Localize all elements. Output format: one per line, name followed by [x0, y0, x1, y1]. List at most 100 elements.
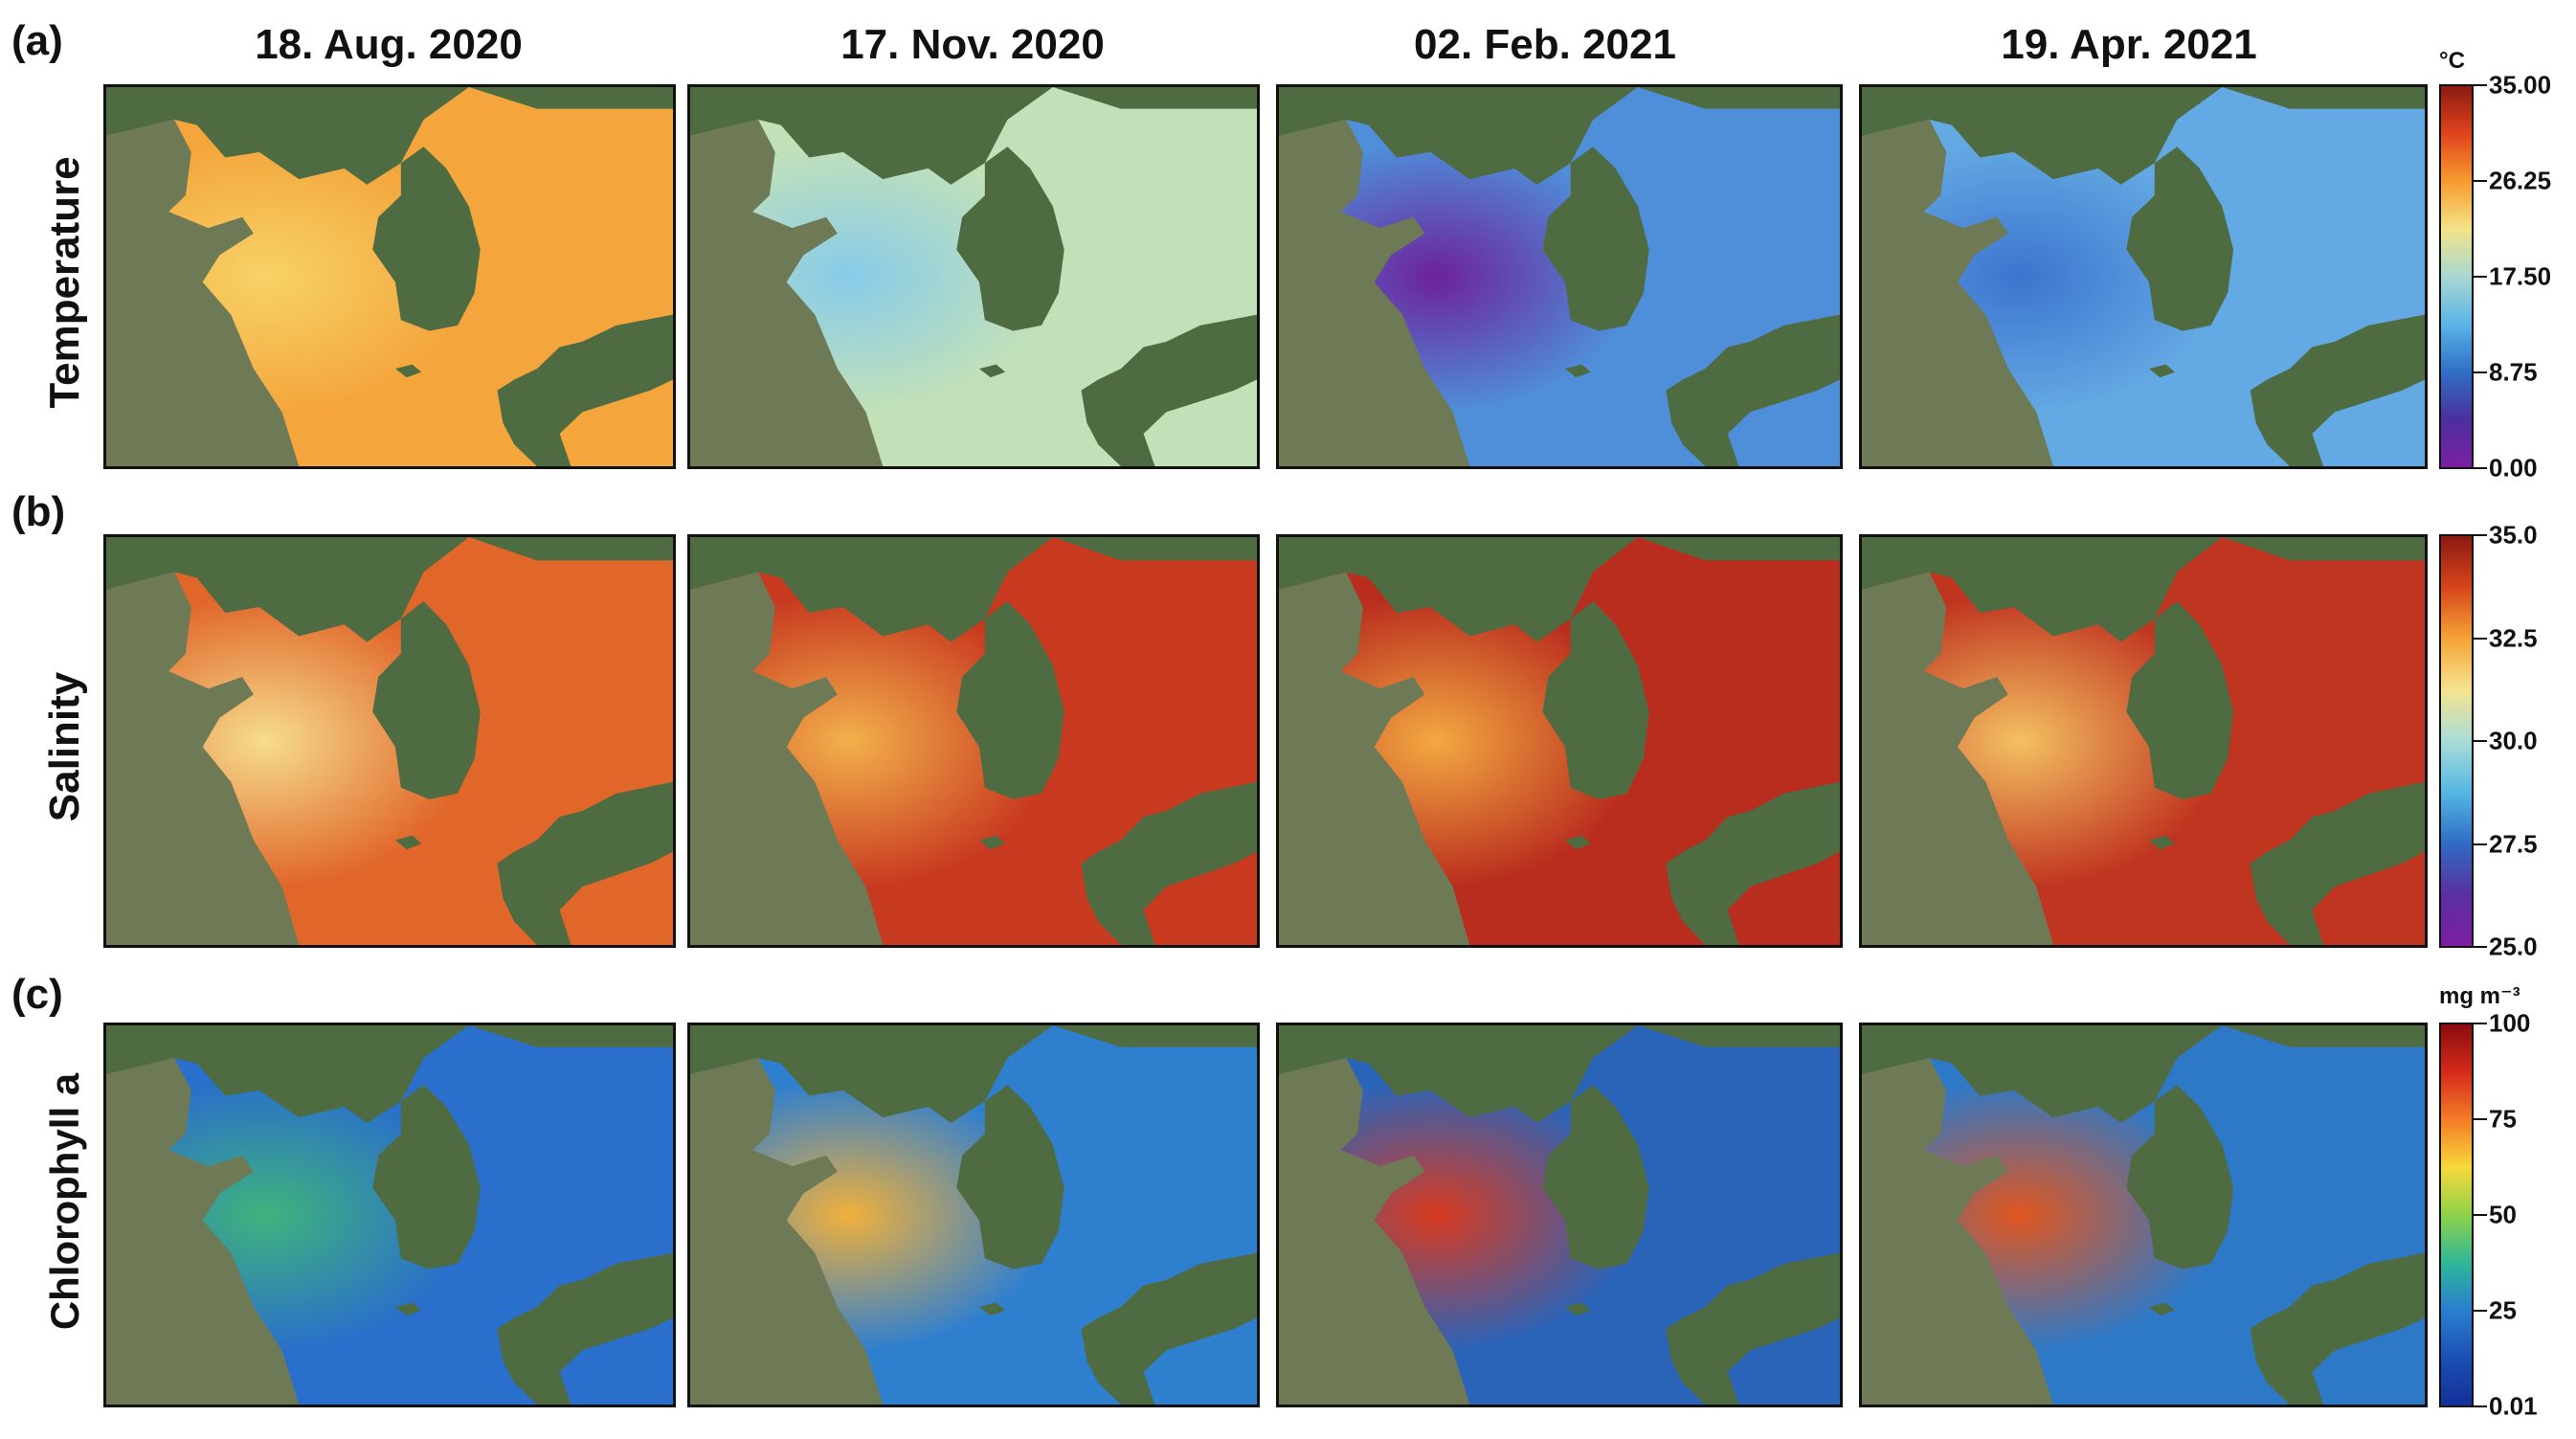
- landmass: [978, 1302, 1006, 1316]
- colorbar-tick: [2474, 740, 2487, 742]
- landmass: [690, 87, 1257, 185]
- landmass: [956, 600, 1064, 799]
- colorbar-tick: [2474, 843, 2487, 845]
- colorbar-tick: [2474, 1405, 2487, 1407]
- landmass: [497, 781, 673, 945]
- colorbar-tick-label: 35.00: [2489, 70, 2552, 100]
- landmass: [372, 146, 481, 331]
- landmass: [2126, 146, 2234, 331]
- landmass: [2126, 600, 2234, 799]
- colorbar-tick: [2474, 1214, 2487, 1216]
- landmass: [106, 87, 673, 185]
- landmass: [1564, 1302, 1591, 1316]
- landmass: [1081, 1252, 1257, 1405]
- unit-temperature: °C: [2439, 48, 2465, 74]
- landmass: [372, 1085, 481, 1270]
- colorbar-tick-label: 35.0: [2489, 520, 2538, 550]
- landmass: [1862, 1025, 2425, 1123]
- landmass: [1862, 119, 2053, 466]
- landmass: [1279, 1057, 1470, 1405]
- colorbar-tick-label: 25.0: [2489, 932, 2538, 961]
- landmass: [2250, 1252, 2425, 1405]
- row-label-temperature: Temperature: [41, 156, 88, 409]
- colorbar-salinity: [2439, 534, 2474, 948]
- map-salinity-2: [687, 534, 1260, 948]
- landmass: [1081, 314, 1257, 466]
- colorbar-tick-label: 75: [2489, 1104, 2517, 1134]
- landmass: [956, 146, 1064, 331]
- landmass: [1666, 781, 1840, 945]
- landmass: [1564, 835, 1591, 850]
- row-label-chlorophyll: Chlorophyll a: [42, 1072, 87, 1331]
- landmass: [1081, 781, 1257, 945]
- landmass: [1862, 572, 2053, 945]
- colorbar-tick: [2474, 180, 2487, 182]
- landmass: [106, 119, 300, 466]
- colorbar-tick-label: 17.50: [2489, 261, 2552, 291]
- landmass: [1542, 1085, 1649, 1270]
- landmass: [978, 835, 1006, 850]
- map-chlorophyll-4: [1859, 1023, 2428, 1407]
- landmass: [1279, 119, 1470, 466]
- map-chlorophyll-1: [103, 1023, 676, 1407]
- landmass: [2148, 1302, 2175, 1316]
- landmass: [106, 1025, 673, 1123]
- unit-chlorophyll: mg m⁻³: [2439, 983, 2520, 1009]
- landmass: [2126, 1085, 2234, 1270]
- landmass: [1666, 1252, 1840, 1405]
- map-salinity-3: [1276, 534, 1843, 948]
- landmass: [394, 364, 422, 378]
- colorbar-tick: [2474, 637, 2487, 640]
- landmass: [1862, 537, 2425, 642]
- colorbar-tick-label: 25: [2489, 1295, 2517, 1325]
- map-salinity-4: [1859, 534, 2428, 948]
- colorbar-tick: [2474, 946, 2487, 948]
- landmass: [2148, 835, 2175, 850]
- colorbar-tick-label: 26.25: [2489, 166, 2552, 195]
- landmass: [1542, 146, 1649, 331]
- colorbar-tick: [2474, 467, 2487, 469]
- landmass: [690, 537, 1257, 642]
- landmass: [394, 1302, 422, 1316]
- landmass: [497, 314, 673, 466]
- colorbar-tick-label: 0.00: [2489, 453, 2538, 483]
- landmass: [1666, 314, 1840, 466]
- landmass: [106, 572, 300, 945]
- row-label-salinity: Salinity: [41, 671, 88, 822]
- colorbar-tick-label: 50: [2489, 1200, 2517, 1229]
- landmass: [106, 1057, 300, 1405]
- colorbar-tick-label: 0.01: [2489, 1391, 2538, 1421]
- landmass: [978, 364, 1006, 378]
- map-temperature-3: [1276, 84, 1843, 469]
- landmass: [372, 600, 481, 799]
- date-header-2: 17. Nov. 2020: [840, 21, 1105, 68]
- landmass: [1279, 87, 1840, 185]
- landmass: [1279, 572, 1470, 945]
- landmass: [956, 1085, 1064, 1270]
- map-chlorophyll-2: [687, 1023, 1260, 1407]
- landmass: [690, 1057, 884, 1405]
- colorbar-tick-label: 8.75: [2489, 357, 2538, 387]
- colorbar-tick: [2474, 534, 2487, 536]
- landmass: [1862, 87, 2425, 185]
- colorbar-tick-label: 30.0: [2489, 726, 2538, 755]
- landmass: [690, 572, 884, 945]
- colorbar-tick: [2474, 276, 2487, 278]
- landmass: [690, 1025, 1257, 1123]
- map-temperature-2: [687, 84, 1260, 469]
- landmass: [1279, 537, 1840, 642]
- colorbar-tick: [2474, 371, 2487, 373]
- colorbar-temperature: [2439, 84, 2474, 469]
- panel-label-b: (b): [11, 488, 66, 535]
- colorbar-tick: [2474, 84, 2487, 86]
- colorbar-tick-label: 27.5: [2489, 829, 2538, 858]
- landmass: [1279, 1025, 1840, 1123]
- landmass: [394, 835, 422, 850]
- map-chlorophyll-3: [1276, 1023, 1843, 1407]
- colorbar-chlorophyll: [2439, 1023, 2474, 1407]
- colorbar-tick: [2474, 1118, 2487, 1120]
- landmass: [1564, 364, 1591, 378]
- landmass: [2250, 314, 2425, 466]
- landmass: [497, 1252, 673, 1405]
- date-header-4: 19. Apr. 2021: [2001, 21, 2257, 68]
